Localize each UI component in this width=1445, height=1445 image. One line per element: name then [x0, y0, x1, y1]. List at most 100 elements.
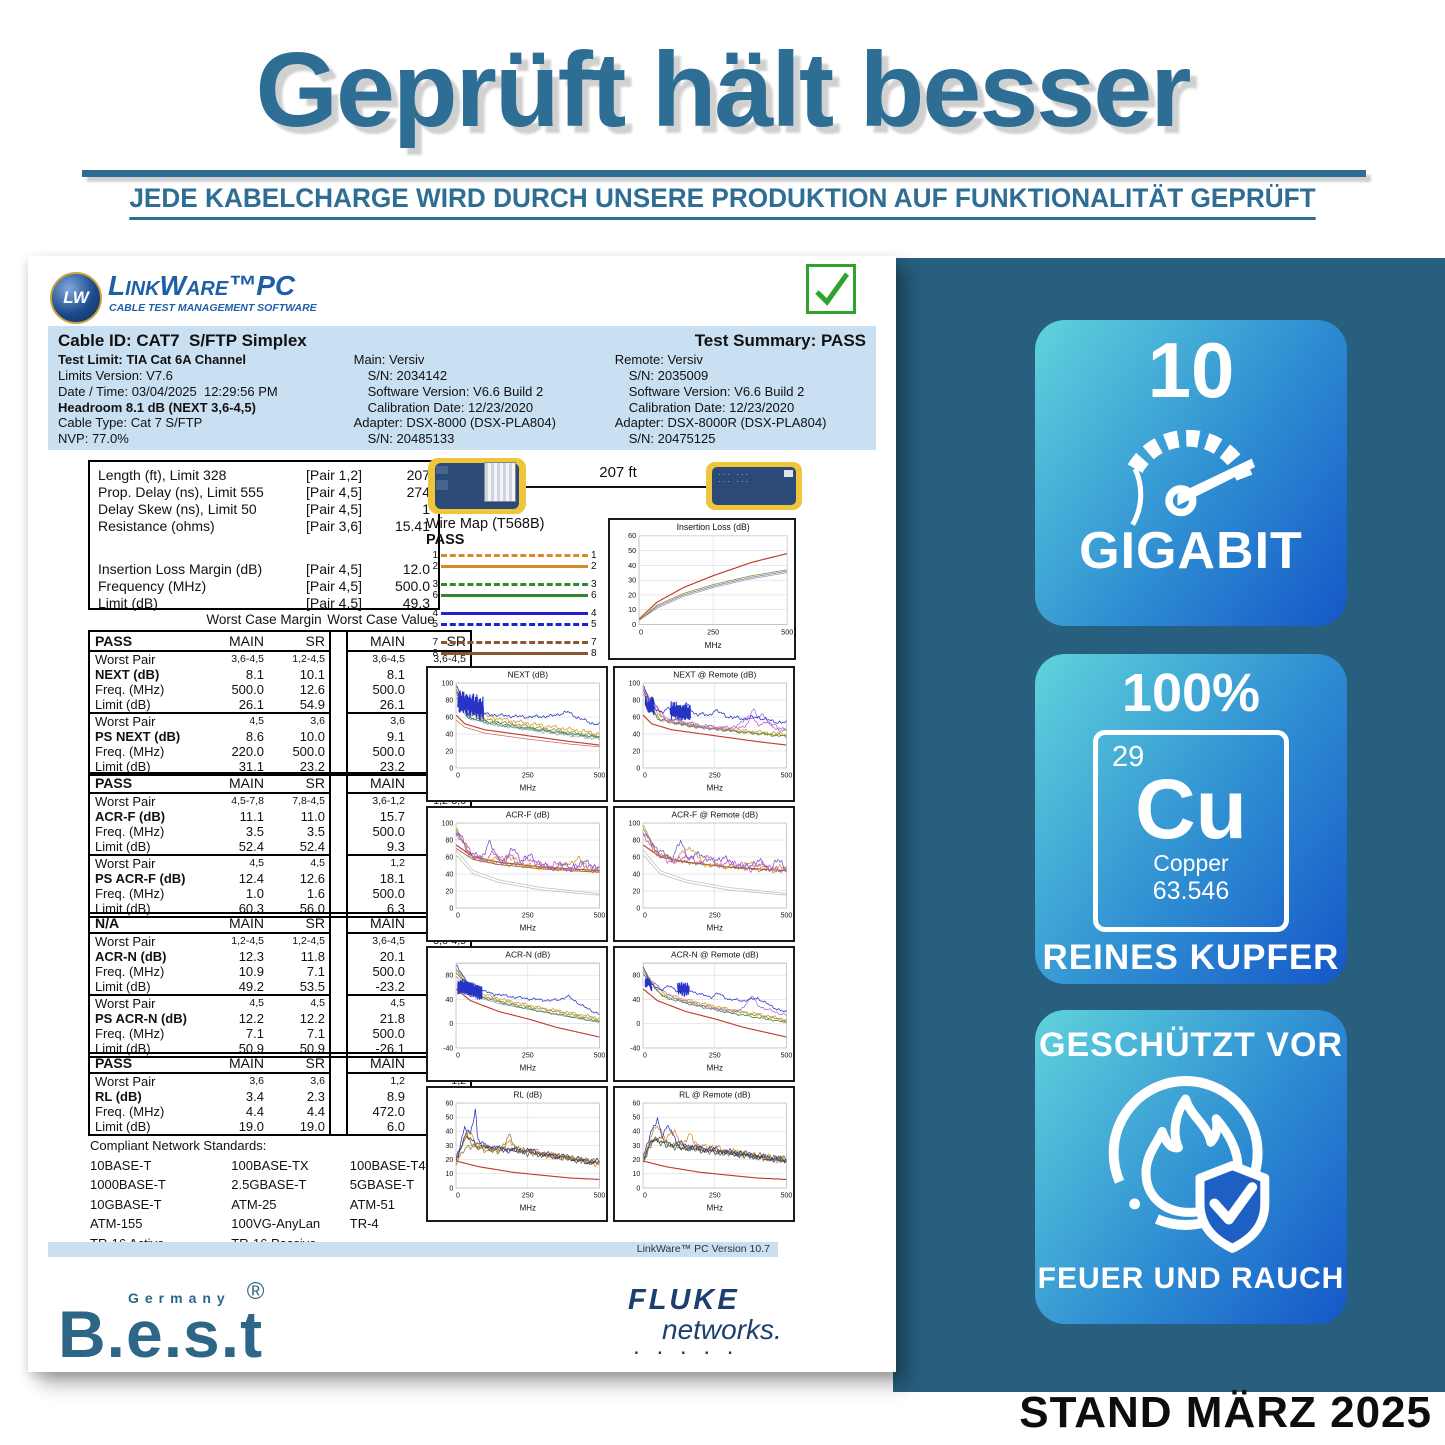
- svg-text:250: 250: [707, 627, 719, 636]
- best-logo-name: B.e.s.t: [58, 1297, 264, 1371]
- summary-row: Frequency (MHz) [Pair 4,5] 500.0: [98, 578, 430, 595]
- chart-acrf: 0 20 40 60 80 100 0 250 500 ACR-F (dB) MHz: [426, 806, 608, 942]
- svg-text:0: 0: [456, 1052, 460, 1059]
- badge-10-gigabit: 10 GIGABIT: [1035, 320, 1347, 626]
- test-report-document: LW LinkWare™PC CABLE TEST MANAGEMENT SOF…: [28, 256, 896, 1372]
- svg-text:Insertion Loss (dB): Insertion Loss (dB): [677, 522, 750, 532]
- svg-text:20: 20: [632, 1157, 640, 1164]
- svg-text:500: 500: [594, 1052, 606, 1059]
- svg-text:250: 250: [709, 772, 721, 779]
- summary-row: Insertion Loss Margin (dB) [Pair 4,5] 12.0: [98, 561, 430, 578]
- wire-gap: [426, 601, 606, 608]
- fluke-networks-logo: FLUKE networks. . . . . .: [628, 1284, 828, 1359]
- svg-text:RL @ Remote (dB): RL @ Remote (dB): [679, 1089, 751, 1099]
- wire-gap: [426, 572, 606, 579]
- svg-text:20: 20: [628, 590, 636, 599]
- linkware-logo-icon: LW: [50, 272, 102, 324]
- report-info-col3: Remote: Versiv S/N: 2035009 Software Versi…: [615, 352, 866, 447]
- info-line: Main: Versiv: [353, 352, 425, 367]
- standards-columns: 10BASE-T1000BASE-T10GBASE-TATM-155TR-16 …: [90, 1156, 450, 1254]
- info-line: Adapter: DSX-8000 (DSX-PLA804): [353, 415, 556, 431]
- svg-text:0: 0: [636, 765, 640, 772]
- summary-pair: [Pair 4,5]: [306, 501, 363, 517]
- cable-length-label: 207 ft: [599, 464, 637, 481]
- svg-text:50: 50: [632, 1115, 640, 1122]
- best-logo: Germany ® B.e.s.t: [58, 1278, 388, 1371]
- linkware-logo-name: LinkWare™PC: [108, 270, 296, 301]
- info-line: Limits Version: V7.6: [58, 367, 173, 383]
- svg-text:20: 20: [632, 748, 640, 755]
- wire-pin-right: 3: [591, 579, 597, 590]
- svg-text:250: 250: [709, 912, 721, 919]
- svg-text:-40: -40: [630, 1045, 640, 1052]
- wire-pin-right: 1: [591, 550, 597, 561]
- fire-caption: FEUER UND RAUCH: [1037, 1262, 1345, 1295]
- svg-text:80: 80: [632, 973, 640, 980]
- gigabit-number: 10: [1147, 326, 1235, 414]
- svg-text:RL (dB): RL (dB): [513, 1089, 542, 1099]
- svg-text:0: 0: [643, 1192, 647, 1199]
- wire-pin-left: 6: [432, 590, 438, 601]
- copper-element-box: 29 Cu Copper 63.546: [1093, 730, 1289, 933]
- svg-text:250: 250: [709, 1192, 721, 1199]
- summary-label: Delay Skew (ns), Limit 50: [98, 501, 257, 517]
- svg-text:250: 250: [522, 772, 534, 779]
- chart-next: 0 20 40 60 80 100 0 250 500 NEXT (dB) MHz: [426, 666, 608, 802]
- svg-text:NEXT @ Remote (dB): NEXT @ Remote (dB): [673, 669, 756, 679]
- summary-pair: [Pair 4,5]: [306, 578, 363, 594]
- summary-value: 274: [406, 484, 430, 500]
- summary-pair: [Pair 4,5]: [306, 561, 363, 577]
- svg-text:40: 40: [445, 731, 453, 738]
- summary-value: 500.0: [394, 578, 430, 594]
- svg-text:60: 60: [628, 531, 636, 540]
- subtitle-wrap: JEDE KABELCHARGE WIRD DURCH UNSERE PRODU…: [0, 183, 1445, 220]
- report-info-col2: Main: Versiv S/N: 2034142 Software Version…: [354, 352, 615, 447]
- wire-pin-right: 7: [591, 637, 597, 648]
- svg-text:30: 30: [445, 1143, 453, 1150]
- standard-item: ATM-25: [231, 1196, 277, 1212]
- summary-value: 207: [406, 467, 430, 483]
- info-line: Cable Type: Cat 7 S/FTP: [58, 415, 203, 431]
- worst-case-margin-label: Worst Case Margin: [206, 612, 322, 627]
- table-row: PS ACR-N (dB)12.212.2 21.823.2: [95, 1011, 466, 1026]
- measurement-table: PASS MAIN SR MAIN SR Worst Pair 3,6-4,5 1,2-4,…: [88, 630, 472, 776]
- summary-measurements-box: Length (ft), Limit 328 [Pair 1,2] 207 Prop.…: [88, 460, 440, 611]
- svg-text:80: 80: [632, 697, 640, 704]
- wire-pin-left: 3: [432, 579, 438, 590]
- summary-pair: [Pair 4,5]: [306, 595, 363, 611]
- svg-text:500: 500: [781, 912, 793, 919]
- summary-row: Prop. Delay (ns), Limit 555 [Pair 4,5] 274: [98, 484, 430, 501]
- badge-copper: 100% 29 Cu Copper 63.546 REINES KUPFER: [1035, 654, 1347, 984]
- standard-item: 2.5GBASE-T: [231, 1177, 307, 1192]
- fluke-logo-dots: . . . . .: [634, 1339, 740, 1359]
- copper-mass: 63.546: [1152, 876, 1230, 905]
- report-info-col1: Test Limit: TIA Cat 6A Channel Limits Ver…: [58, 352, 354, 447]
- summary-pair: [Pair 1,2]: [306, 467, 363, 483]
- date-stamp: STAND MÄRZ 2025: [1019, 1388, 1432, 1437]
- svg-text:0: 0: [449, 1021, 453, 1028]
- svg-text:100: 100: [442, 820, 454, 827]
- svg-text:40: 40: [628, 561, 636, 570]
- svg-text:250: 250: [709, 1052, 721, 1059]
- svg-text:10: 10: [445, 1171, 453, 1178]
- gigabit-caption: GIGABIT: [1079, 521, 1303, 580]
- svg-text:MHz: MHz: [520, 924, 536, 933]
- svg-text:40: 40: [445, 871, 453, 878]
- info-line: S/N: 20475125: [628, 431, 716, 447]
- tester-main-device: [428, 458, 526, 514]
- copper-name: Copper: [1153, 850, 1229, 877]
- svg-text:250: 250: [522, 1052, 534, 1059]
- summary-pair: [Pair 4,5]: [306, 484, 363, 500]
- summary-label: Limit (dB): [98, 595, 158, 611]
- table-row: ACR-N (dB)12.311.8 20.123.4: [95, 949, 466, 964]
- summary-pair: [Pair 3,6]: [306, 518, 363, 534]
- info-line: Calibration Date: 12/23/2020: [367, 399, 534, 415]
- table-row: NEXT (dB)8.110.1 8.111.4: [95, 667, 466, 682]
